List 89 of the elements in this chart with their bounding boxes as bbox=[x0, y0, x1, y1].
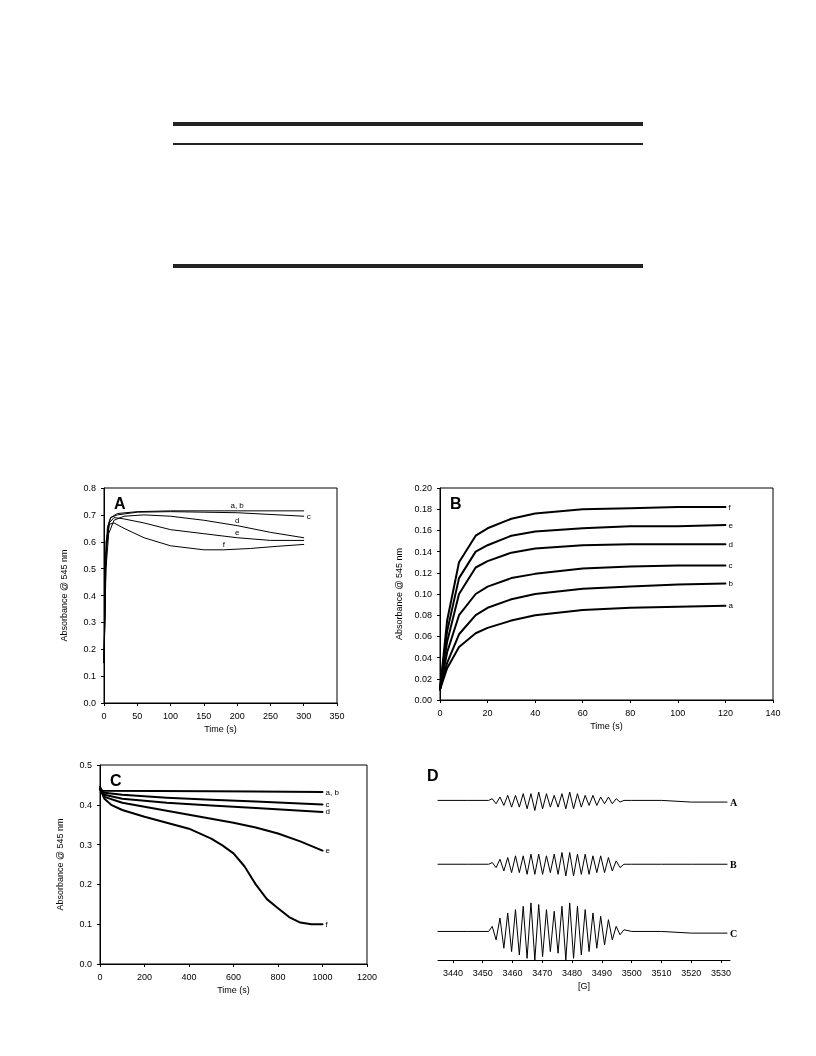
x-tick-label: 40 bbox=[530, 707, 541, 718]
y-tick-label: 0.04 bbox=[414, 652, 432, 663]
series-label: c bbox=[306, 511, 311, 521]
chart-title: A bbox=[114, 494, 126, 512]
y-tick-label: 0.6 bbox=[83, 536, 96, 547]
y-axis-title: Absorbance @ 545 nm bbox=[58, 549, 69, 642]
y-tick-label: 0.4 bbox=[79, 799, 92, 810]
x-tick-label: 150 bbox=[196, 710, 212, 721]
x-tick-label: 1200 bbox=[356, 971, 377, 982]
x-tick-label: 3480 bbox=[562, 967, 583, 978]
chart-title: B bbox=[450, 494, 462, 512]
y-tick-label: 0.0 bbox=[79, 959, 92, 969]
x-tick-label: 250 bbox=[262, 710, 278, 721]
x-axis-title: Time (s) bbox=[204, 724, 237, 735]
x-tick-label: 200 bbox=[229, 710, 245, 721]
x-tick-label: 0 bbox=[97, 971, 103, 982]
y-tick-label: 0.16 bbox=[414, 525, 432, 536]
y-tick-label: 0.1 bbox=[79, 919, 92, 930]
x-tick-label: 800 bbox=[270, 971, 286, 982]
x-tick-label: 400 bbox=[181, 971, 197, 982]
series-label: f bbox=[325, 919, 329, 929]
x-axis-title: [G] bbox=[577, 981, 591, 992]
y-tick-label: 0.5 bbox=[83, 563, 96, 574]
x-tick-label: 3510 bbox=[651, 967, 672, 978]
x-axis-title: Time (s) bbox=[590, 721, 623, 732]
x-tick-label: 0 bbox=[101, 710, 107, 721]
series-label: f bbox=[728, 502, 732, 512]
y-tick-label: 0.12 bbox=[414, 567, 432, 578]
x-tick-label: 20 bbox=[482, 707, 493, 718]
series-label: a, b bbox=[325, 787, 340, 797]
x-tick-label: 0 bbox=[437, 707, 443, 718]
series-label: d bbox=[234, 516, 240, 526]
x-tick-label: 50 bbox=[132, 710, 143, 721]
y-tick-label: 0.08 bbox=[414, 610, 432, 621]
x-tick-label: 1000 bbox=[312, 971, 333, 982]
y-tick-label: 0.10 bbox=[414, 589, 432, 599]
x-tick-label: 3530 bbox=[711, 967, 732, 978]
series-label: A bbox=[730, 796, 739, 808]
y-axis-title: Absorbance @ 545 nm bbox=[394, 547, 405, 641]
x-tick-label: 3490 bbox=[591, 967, 612, 978]
y-tick-label: 0.2 bbox=[83, 644, 96, 655]
y-tick-label: 0.0 bbox=[83, 698, 96, 708]
series-label: B bbox=[730, 858, 738, 870]
x-tick-label: 3500 bbox=[621, 967, 642, 978]
x-tick-label: 3440 bbox=[442, 967, 463, 978]
series-label: e bbox=[234, 528, 240, 538]
x-tick-label: 200 bbox=[136, 971, 153, 982]
chart-title: D bbox=[427, 766, 439, 784]
y-tick-label: 0.00 bbox=[414, 695, 432, 705]
series-label: C bbox=[730, 927, 738, 939]
x-tick-label: 60 bbox=[577, 707, 588, 718]
series-label: a, b bbox=[230, 501, 245, 511]
y-tick-label: 0.1 bbox=[83, 671, 96, 682]
y-tick-label: 0.4 bbox=[83, 590, 96, 601]
x-tick-label: 100 bbox=[670, 707, 686, 718]
series-label: b bbox=[728, 578, 734, 588]
y-tick-label: 0.20 bbox=[414, 483, 432, 493]
series-label: e bbox=[728, 520, 734, 530]
x-tick-label: 140 bbox=[765, 707, 781, 718]
y-tick-label: 0.7 bbox=[83, 509, 96, 520]
series-label: e bbox=[325, 846, 331, 856]
x-tick-label: 3460 bbox=[502, 967, 523, 978]
x-tick-label: 120 bbox=[717, 707, 733, 718]
x-tick-label: 80 bbox=[625, 707, 636, 718]
series-label: c bbox=[325, 799, 330, 809]
x-axis-title: Time (s) bbox=[217, 985, 250, 996]
series-label: a bbox=[728, 601, 734, 611]
series-label: f bbox=[222, 540, 226, 550]
chart-title: C bbox=[110, 771, 122, 789]
y-tick-label: 0.06 bbox=[414, 631, 432, 642]
x-tick-label: 350 bbox=[329, 710, 345, 721]
series-label: d bbox=[728, 539, 733, 549]
x-tick-label: 3520 bbox=[681, 967, 702, 978]
y-tick-label: 0.3 bbox=[83, 617, 96, 628]
y-tick-label: 0.5 bbox=[79, 760, 92, 770]
y-axis-title: Absorbance @ 545 nm bbox=[54, 818, 65, 911]
y-tick-label: 0.14 bbox=[414, 546, 432, 557]
x-tick-label: 3470 bbox=[532, 967, 553, 978]
y-tick-label: 0.3 bbox=[79, 839, 92, 850]
x-tick-label: 600 bbox=[225, 971, 242, 982]
x-tick-label: 100 bbox=[163, 710, 179, 721]
x-tick-label: 300 bbox=[296, 710, 312, 721]
y-tick-label: 0.2 bbox=[79, 879, 92, 890]
x-tick-label: 3450 bbox=[472, 967, 493, 978]
y-tick-label: 0.8 bbox=[83, 483, 96, 493]
y-tick-label: 0.18 bbox=[414, 504, 432, 515]
series-label: d bbox=[325, 807, 330, 817]
y-tick-label: 0.02 bbox=[414, 673, 432, 684]
series-label: c bbox=[728, 560, 733, 570]
